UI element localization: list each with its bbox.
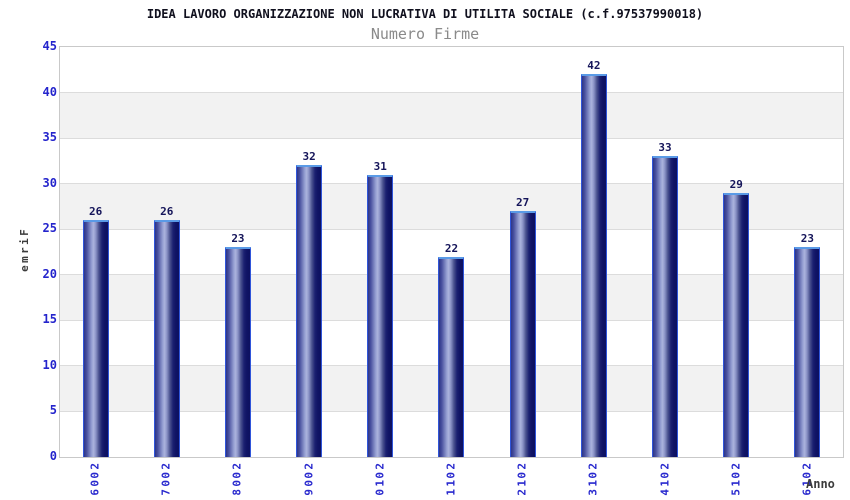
vertical-label-char: 2 <box>515 488 529 496</box>
bar-value-label: 42 <box>587 59 601 73</box>
bar-slot: 29 <box>701 178 772 457</box>
bar-slot: 32 <box>274 150 345 457</box>
vertical-label-char: e <box>17 265 31 272</box>
y-tick-label: 10 <box>42 357 57 372</box>
bar-slot: 42 <box>558 59 629 457</box>
y-tick-label: 20 <box>42 266 57 281</box>
vertical-label-char: 9 <box>301 488 315 496</box>
bar-value-label: 26 <box>88 205 103 219</box>
bar-value-label: 23 <box>800 232 815 246</box>
bar-value-label: 26 <box>160 205 174 219</box>
bar <box>652 156 679 457</box>
bar <box>580 74 607 457</box>
bar-value-label: 33 <box>658 141 672 155</box>
bar-slot: 22 <box>416 242 487 457</box>
bar <box>224 247 251 457</box>
y-tick-label: 15 <box>42 312 57 327</box>
bar <box>153 220 180 457</box>
bar <box>367 174 394 457</box>
y-tick-label: 5 <box>49 403 57 418</box>
vertical-label-char: 5 <box>728 488 742 496</box>
bar-value-label: 32 <box>302 150 316 164</box>
bar-slot: 33 <box>629 141 700 457</box>
vertical-label-char: 1 <box>444 488 458 496</box>
y-tick-label: 0 <box>49 449 57 463</box>
y-tick-label: 35 <box>42 130 57 145</box>
bar-slot: 23 <box>202 232 273 457</box>
vertical-label-char: 8 <box>230 488 244 496</box>
y-axis-tick-labels: 0 5 10 15 20 25 30 35 40 45 <box>12 39 57 463</box>
bar-value-label: 27 <box>516 196 530 209</box>
y-tick-label: 40 <box>42 84 57 99</box>
y-tick-label: 25 <box>42 221 57 236</box>
bar <box>438 256 465 457</box>
bar-slot: 31 <box>345 160 416 457</box>
bar <box>723 192 750 457</box>
bar-slot: 26 <box>131 205 202 457</box>
vertical-label-char: 3 <box>586 488 600 496</box>
bar-value-label: 23 <box>231 232 245 246</box>
bar-value-label: 29 <box>729 177 743 191</box>
bar-value-label: 31 <box>373 159 387 173</box>
bar <box>794 247 821 457</box>
x-axis-title: Anno <box>806 477 835 491</box>
bar-slot: 26 <box>60 205 131 457</box>
bar <box>296 165 323 457</box>
plot-area: 26 26 23 32 31 22 27 42 33 29 23 <box>59 46 844 458</box>
bar <box>82 220 109 457</box>
vertical-label-char: 4 <box>657 488 671 496</box>
vertical-label-char: 0 <box>373 488 387 496</box>
y-tick-label: 45 <box>42 39 57 53</box>
y-tick-label: 30 <box>42 175 57 190</box>
bar <box>509 211 536 457</box>
bar-slot: 23 <box>772 232 843 457</box>
bar-value-label: 22 <box>444 241 459 255</box>
chart-subtitle: Numero Firme <box>370 25 480 43</box>
vertical-label-char: 6 <box>88 488 102 496</box>
vertical-label-char: 7 <box>159 488 173 496</box>
bar-slot: 27 <box>487 196 558 457</box>
chart-title: IDEA LAVORO ORGANIZZAZIONE NON LUCRATIVA… <box>146 7 704 21</box>
